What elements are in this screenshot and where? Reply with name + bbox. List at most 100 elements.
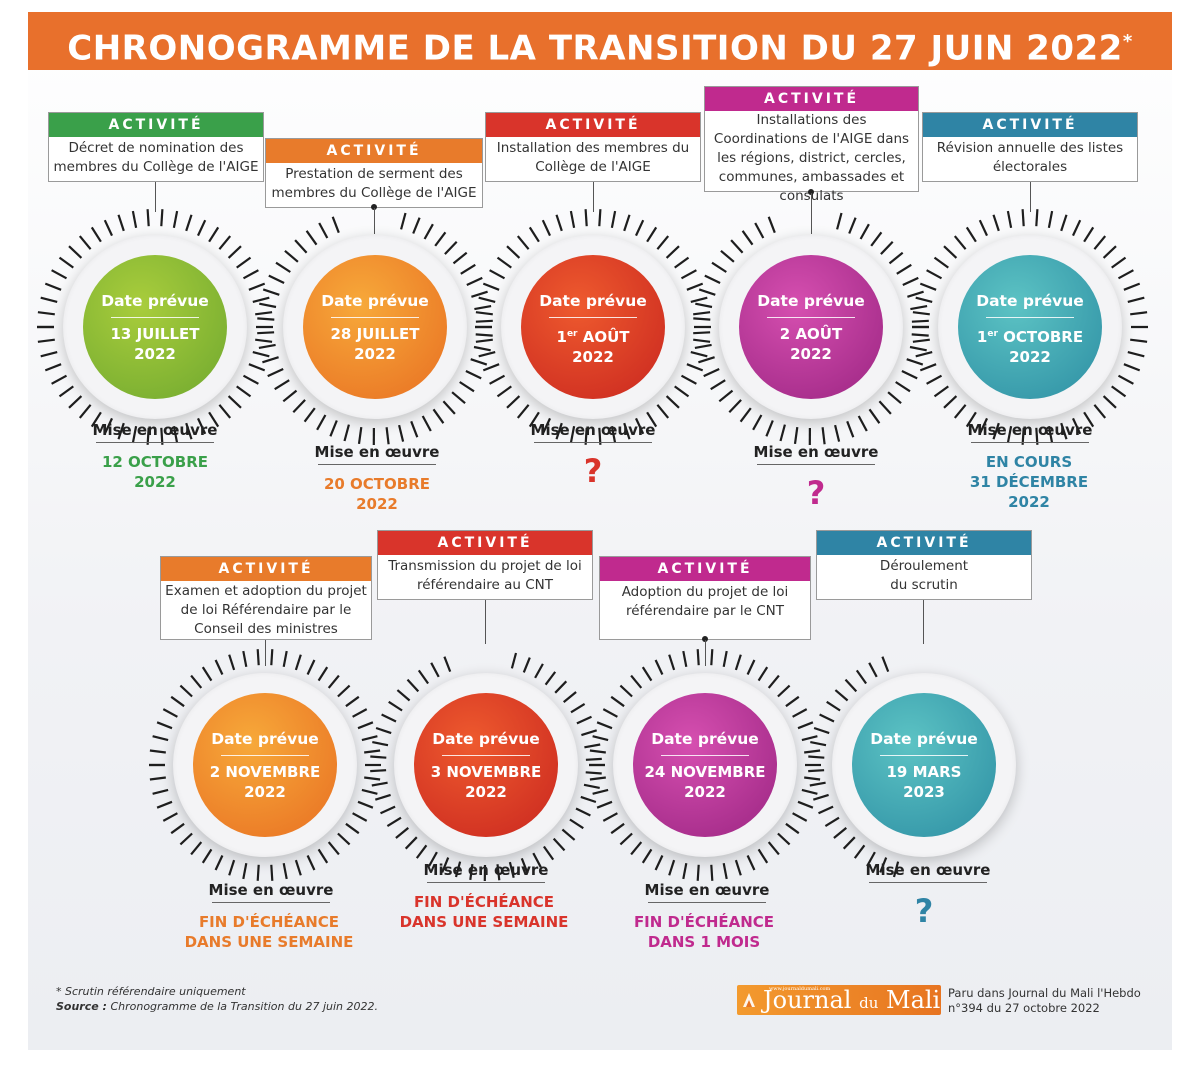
- status-unknown: ?: [583, 452, 603, 490]
- date-circle: Date prévue 24 NOVEMBRE 2022: [633, 693, 777, 837]
- mise-en-oeuvre-label: Mise en œuvre: [607, 881, 807, 903]
- mise-en-oeuvre-label: Mise en œuvre: [493, 421, 693, 443]
- date-circle: Date prévue 2 NOVEMBRE 2022: [193, 693, 337, 837]
- mise-en-oeuvre-label: Mise en œuvre: [930, 421, 1130, 443]
- activity-header: ACTIVITÉ: [266, 139, 482, 163]
- date-label: Date prévue: [651, 730, 759, 748]
- date-value: 24 NOVEMBRE 2022: [644, 763, 766, 801]
- date-value: 13 JUILLET 2022: [110, 325, 200, 363]
- activity-header: ACTIVITÉ: [923, 113, 1137, 137]
- activity-box-nomination: ACTIVITÉ Décret de nomination des membre…: [48, 112, 264, 182]
- date-circle: Date prévue 28 JUILLET 2022: [303, 255, 447, 399]
- activity-box-transmission: ACTIVITÉ Transmission du projet de loi r…: [377, 530, 593, 600]
- date-label: Date prévue: [870, 730, 978, 748]
- activity-text: Décret de nomination des membres du Coll…: [53, 140, 259, 175]
- activity-header: ACTIVITÉ: [161, 557, 371, 581]
- connector-line: [593, 182, 594, 212]
- status-unknown: ?: [806, 474, 826, 512]
- date-separator: [221, 755, 309, 756]
- publication-info: Paru dans Journal du Mali l'Hebdo n°394 …: [948, 986, 1141, 1015]
- activity-text: Adoption du projet de loi référendaire p…: [621, 584, 789, 619]
- footnote-scrutin: * Scrutin référendaire uniquement: [56, 985, 246, 998]
- date-value: 2 AOÛT 2022: [779, 325, 843, 363]
- activity-header: ACTIVITÉ: [49, 113, 263, 137]
- logo-mark-icon: [743, 993, 755, 1007]
- connector-dot: [808, 189, 814, 195]
- date-value: 3 NOVEMBRE 2022: [430, 763, 542, 801]
- date-label: Date prévue: [757, 292, 865, 310]
- activity-box-installation: ACTIVITÉ Installation des membres du Col…: [485, 112, 701, 182]
- status-text: EN COURS 31 DÉCEMBRE 2022: [969, 453, 1089, 511]
- source-line: Source : Chronogramme de la Transition d…: [56, 1000, 378, 1013]
- activity-box-revision: ACTIVITÉ Révision annuelle des listes él…: [922, 112, 1138, 182]
- date-label: Date prévue: [539, 292, 647, 310]
- mise-en-oeuvre-label: Mise en œuvre: [386, 861, 586, 883]
- date-label: Date prévue: [101, 292, 209, 310]
- date-separator: [549, 317, 637, 318]
- connector-line: [923, 600, 924, 644]
- activity-box-examen: ACTIVITÉ Examen et adoption du projet de…: [160, 556, 372, 640]
- activity-box-adoption: ACTIVITÉ Adoption du projet de loi référ…: [599, 556, 811, 640]
- connector-line: [485, 600, 486, 644]
- activity-header: ACTIVITÉ: [486, 113, 700, 137]
- logo-url: www.journaldumali.com: [769, 986, 831, 992]
- date-separator: [442, 755, 530, 756]
- mise-en-oeuvre-label: Mise en œuvre: [277, 443, 477, 465]
- mise-en-oeuvre-label: Mise en œuvre: [716, 443, 916, 465]
- date-circle: Date prévue 2 AOÛT 2022: [739, 255, 883, 399]
- status-text: 12 OCTOBRE 2022: [101, 453, 209, 491]
- activity-text: Installation des membres du Collège de l…: [496, 140, 690, 175]
- status-text: FIN D'ÉCHÉANCE DANS UNE SEMAINE: [399, 893, 569, 931]
- activity-text: Examen et adoption du projet de loi Réfé…: [165, 583, 367, 637]
- date-circle: Date prévue 19 MARS 2023: [852, 693, 996, 837]
- status-unknown: ?: [914, 892, 934, 930]
- status-text: 20 OCTOBRE 2022: [323, 475, 431, 513]
- date-circle: Date prévue 1er AOÛT 2022: [521, 255, 665, 399]
- logo-wordmark: Journal du Mali: [763, 986, 941, 1014]
- activity-text: Transmission du projet de loi référendai…: [388, 558, 582, 593]
- activity-box-scrutin: ACTIVITÉ Déroulement du scrutin: [816, 530, 1032, 600]
- connector-line: [811, 193, 812, 234]
- date-separator: [111, 317, 199, 318]
- date-circle: Date prévue 3 NOVEMBRE 2022: [414, 693, 558, 837]
- connector-line: [374, 208, 375, 234]
- activity-text: Installations des Coordinations de l'AIG…: [713, 112, 910, 204]
- date-separator: [331, 317, 419, 318]
- connector-line: [705, 640, 706, 666]
- mise-en-oeuvre-label: Mise en œuvre: [55, 421, 255, 443]
- date-separator: [661, 755, 749, 756]
- mise-en-oeuvre-label: Mise en œuvre: [828, 861, 1028, 883]
- date-value: 1er AOÛT 2022: [556, 328, 630, 366]
- activity-header: ACTIVITÉ: [817, 531, 1031, 555]
- date-label: Date prévue: [976, 292, 1084, 310]
- date-separator: [880, 755, 968, 756]
- activity-header: ACTIVITÉ: [705, 87, 918, 111]
- activity-text: Révision annuelle des listes électorales: [936, 140, 1124, 175]
- connector-dot: [371, 204, 377, 210]
- date-circle: Date prévue 13 JUILLET 2022: [83, 255, 227, 399]
- connector-dot: [702, 636, 708, 642]
- page-title: CHRONOGRAMME DE LA TRANSITION DU 27 JUIN…: [28, 12, 1172, 70]
- connector-line: [1030, 182, 1031, 212]
- activity-box-prestation: ACTIVITÉ Prestation de serment des membr…: [265, 138, 483, 208]
- connector-line: [155, 182, 156, 212]
- activity-text: Déroulement du scrutin: [879, 558, 969, 593]
- status-text: FIN D'ÉCHÉANCE DANS UNE SEMAINE: [184, 913, 354, 951]
- activity-text: Prestation de serment des membres du Col…: [271, 166, 477, 201]
- journal-du-mali-logo: www.journaldumali.com Journal du Mali: [737, 985, 941, 1015]
- date-value: 1er OCTOBRE 2022: [976, 328, 1084, 366]
- date-separator: [986, 317, 1074, 318]
- mise-en-oeuvre-label: Mise en œuvre: [171, 881, 371, 903]
- footnote: * Scrutin référendaire uniquement Source…: [56, 984, 378, 1014]
- activity-header: ACTIVITÉ: [600, 557, 810, 581]
- connector-line: [265, 640, 266, 666]
- date-label: Date prévue: [432, 730, 540, 748]
- activity-box-coordinations: ACTIVITÉ Installations des Coordinations…: [704, 86, 919, 204]
- date-circle: Date prévue 1er OCTOBRE 2022: [958, 255, 1102, 399]
- date-value: 2 NOVEMBRE 2022: [209, 763, 321, 801]
- date-separator: [767, 317, 855, 318]
- date-value: 19 MARS 2023: [886, 763, 962, 801]
- status-text: FIN D'ÉCHÉANCE DANS 1 MOIS: [633, 913, 775, 951]
- date-label: Date prévue: [321, 292, 429, 310]
- activity-header: ACTIVITÉ: [378, 531, 592, 555]
